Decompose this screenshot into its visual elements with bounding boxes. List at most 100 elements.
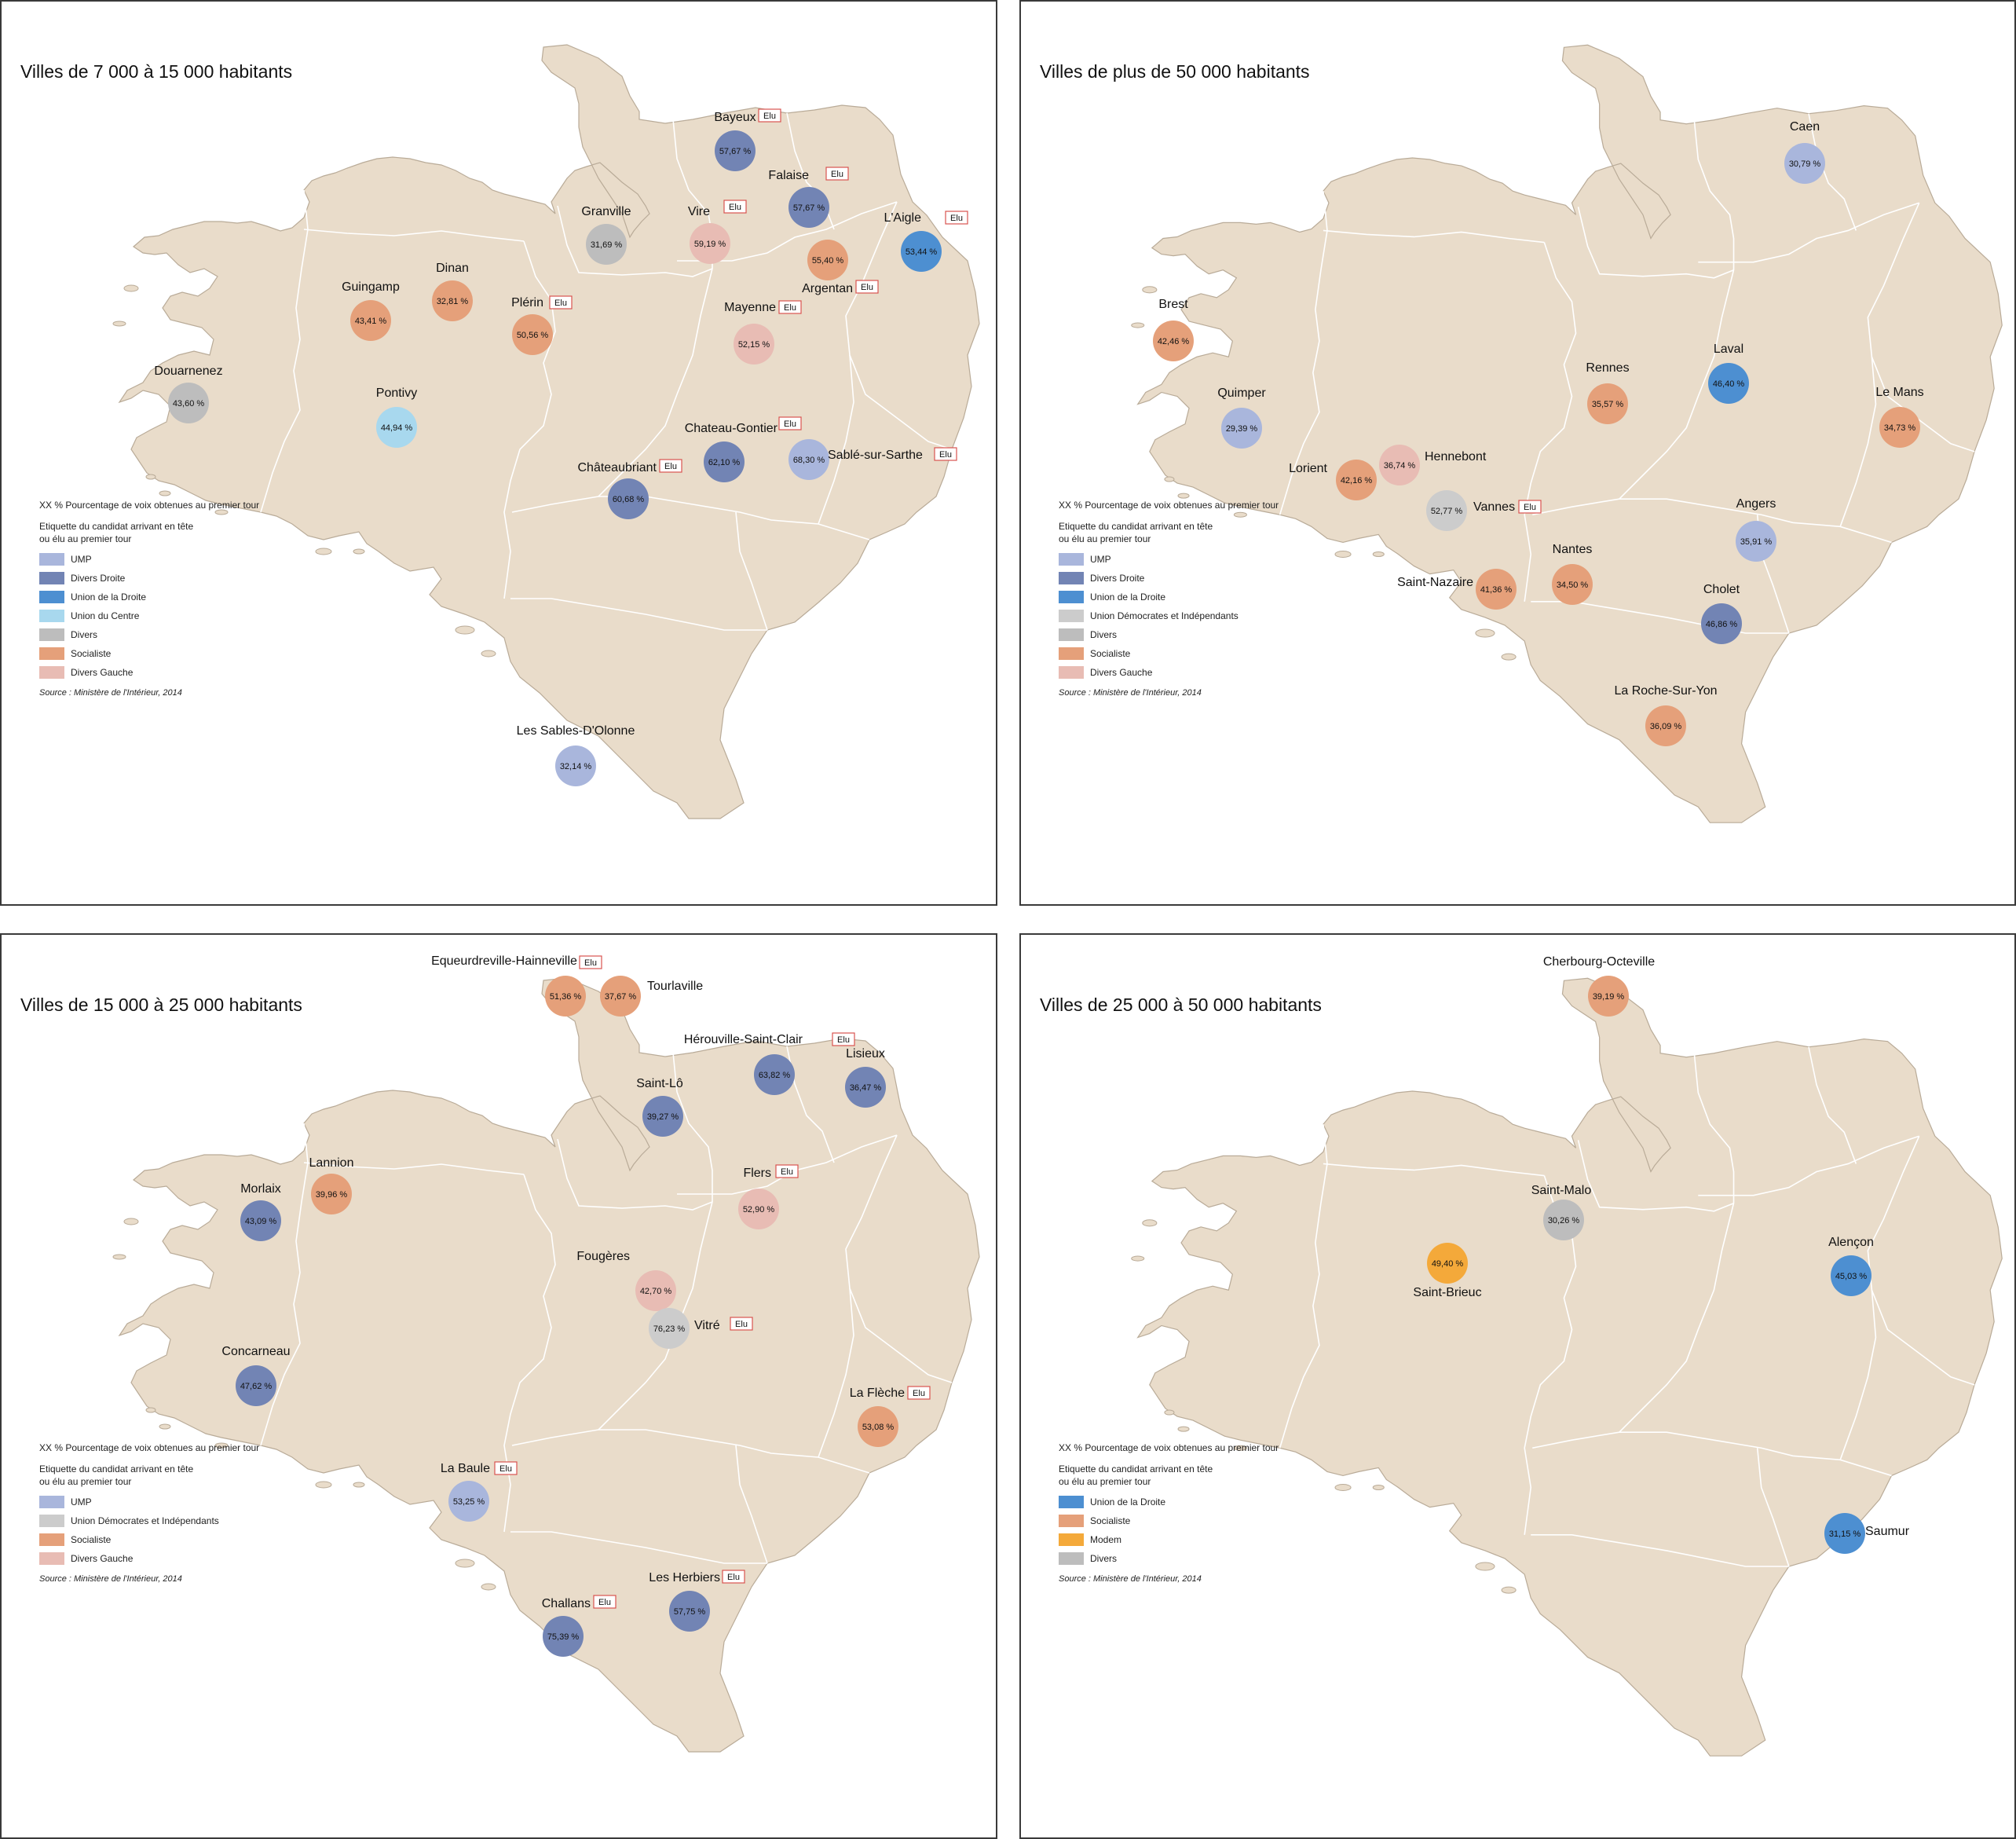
department-boundary [1839,1290,1877,1460]
department-boundary [557,1138,713,1211]
town-marker[interactable]: 59,19 % Vire Elu [688,200,747,264]
town-marker[interactable]: 68,30 % Sablé-sur-Sarthe Elu [788,439,957,480]
town-marker[interactable]: 46,40 % Laval [1708,343,1749,404]
island [353,1482,365,1488]
department-boundary [1532,1431,1892,1477]
town-percentage: 31,15 % [1829,1529,1861,1539]
elu-label: Elu [831,170,843,179]
town-marker[interactable]: 39,27 % Saint-Lô [636,1077,683,1137]
island [1233,511,1247,518]
island [214,1442,229,1449]
town-marker[interactable]: 32,14 % Les Sables-D'Olonne [517,724,635,786]
town-marker[interactable]: 57,75 % Les Herbiers Elu [649,1570,745,1632]
town-marker[interactable]: 41,36 % Saint-Nazaire [1397,569,1517,610]
panel-title: Villes de 15 000 à 25 000 habitants [20,995,302,1015]
town-marker[interactable]: 57,67 % Bayeux Elu [714,108,781,171]
town-percentage: 57,67 % [793,203,825,213]
department-boundary [735,511,768,631]
town-marker[interactable]: 53,08 % La Flèche Elu [850,1386,931,1447]
town-marker[interactable]: 35,91 % Angers [1736,497,1776,562]
legend-item: Socialiste [39,644,259,663]
legend-swatch [39,1515,64,1527]
town-marker[interactable]: 36,74 % Hennebont [1379,445,1487,485]
town-marker[interactable]: 52,15 % Mayenne Elu [724,300,802,365]
town-marker[interactable]: 44,94 % Pontivy [376,386,417,448]
town-marker[interactable]: 36,09 % La Roche-Sur-Yon [1614,684,1718,746]
elu-label: Elu [664,462,677,471]
town-marker[interactable]: 53,25 % La Baule Elu [441,1461,518,1522]
town-marker[interactable]: 29,39 % Quimper [1217,386,1266,449]
town-marker[interactable]: 43,09 % Morlaix [240,1182,281,1241]
department-boundary [1867,1135,1975,1386]
town-circle [608,478,649,519]
legend-item: Divers Droite [1059,569,1279,588]
town-circle [788,439,829,480]
town-marker[interactable]: 52,77 % Vannes Elu [1426,490,1542,531]
town-name: Caen [1790,120,1820,134]
elu-badge: Elu [945,211,968,225]
town-marker[interactable]: 75,39 % Challans Elu [542,1595,617,1657]
town-percentage: 36,09 % [1650,722,1682,731]
town-name: Alençon [1828,1236,1874,1249]
town-percentage: 42,46 % [1158,337,1190,346]
legend-label: Divers Gauche [71,667,134,678]
town-name: Les Sables-D'Olonne [517,724,635,738]
island [1475,1562,1495,1571]
town-marker[interactable]: 42,16 % Lorient [1289,460,1377,500]
town-marker[interactable]: 34,73 % Le Mans [1875,386,1924,448]
elu-label: Elu [1524,503,1536,512]
town-marker[interactable]: 62,10 % Chateau-Gontier Elu [685,416,802,482]
town-marker[interactable]: 30,79 % Caen [1784,120,1825,184]
town-marker[interactable]: 34,50 % Nantes [1552,543,1593,605]
town-circle [690,223,730,264]
town-marker[interactable]: 31,15 % Saumur [1824,1513,1910,1554]
town-name: La Roche-Sur-Yon [1614,684,1717,698]
town-percentage: 53,25 % [453,1497,485,1507]
town-marker[interactable]: 52,90 % Flers Elu [738,1164,799,1229]
legend-subtitle: Etiquette du candidat arrivant en tête ou… [1059,520,1279,545]
island [315,1481,332,1489]
region-map [1131,44,2003,823]
legend-subtitle: Etiquette du candidat arrivant en tête ou… [39,520,259,545]
town-marker[interactable]: 39,96 % Lannion [309,1156,354,1214]
town-marker[interactable]: 43,60 % Douarnenez [154,365,223,423]
map-panel-7000-15000: 57,67 % Bayeux Elu 57,67 % Falaise Elu 59,19 %… [0,0,997,906]
town-marker[interactable]: 60,68 % Châteaubriant Elu [577,459,682,519]
town-marker[interactable]: 31,69 % Granville [581,205,631,265]
department-boundary [557,205,713,277]
legend: XX % Pourcentage de voix obtenues au pre… [39,500,259,698]
town-marker[interactable]: 37,67 % Tourlaville [600,976,703,1017]
town-marker[interactable]: 36,47 % Lisieux [845,1047,886,1108]
town-marker[interactable]: 51,36 % Equeurdreville-Hainneville Elu [431,954,602,1017]
town-circle [1588,976,1629,1017]
town-circle [236,1365,276,1406]
town-percentage: 32,81 % [437,297,469,306]
town-marker[interactable]: 45,03 % Alençon [1828,1236,1874,1296]
town-marker[interactable]: 42,70 % Fougères [576,1250,676,1311]
town-marker[interactable]: 76,23 % Vitré Elu [649,1308,753,1349]
town-marker[interactable]: 49,40 % Saint-Brieuc [1413,1243,1482,1299]
legend-label: Divers Gauche [71,1553,134,1564]
town-percentage: 68,30 % [793,456,825,465]
town-marker[interactable]: 39,19 % Cherbourg-Octeville [1543,955,1655,1017]
town-percentage: 75,39 % [547,1632,580,1642]
town-marker[interactable]: 30,26 % Saint-Malo [1531,1184,1592,1240]
town-marker[interactable]: 57,67 % Falaise Elu [768,167,849,228]
town-circle [1879,407,1920,448]
town-marker[interactable]: 53,44 % L'Aigle Elu [884,211,968,272]
town-marker[interactable]: 35,57 % Rennes [1586,361,1630,424]
legend-item: Modem [1059,1530,1279,1549]
town-marker[interactable]: 55,40 % Argentan Elu [802,240,879,295]
elu-badge: Elu [730,1317,753,1331]
town-marker[interactable]: 42,46 % Brest [1153,298,1194,361]
town-marker[interactable]: 32,81 % Dinan [432,262,473,321]
map-svg: 39,19 % Cherbourg-Octeville 30,26 % Saint-M… [1131,955,2003,1757]
town-circle [845,1067,886,1108]
map-panel-50000-plus: 30,79 % Caen 42,46 % Brest 35,57 % Rennes 46,4… [1019,0,2016,906]
town-marker[interactable]: 63,82 % Hérouville-Saint-Clair Elu [684,1032,855,1095]
town-marker[interactable]: 50,56 % Plérin Elu [511,295,573,355]
town-marker[interactable]: 43,41 % Guingamp [342,280,400,341]
town-marker[interactable]: 46,86 % Cholet [1701,583,1742,644]
town-marker[interactable]: 47,62 % Concarneau [221,1345,291,1406]
legend-source: Source : Ministère de l'Intérieur, 2014 [1059,1574,1202,1584]
